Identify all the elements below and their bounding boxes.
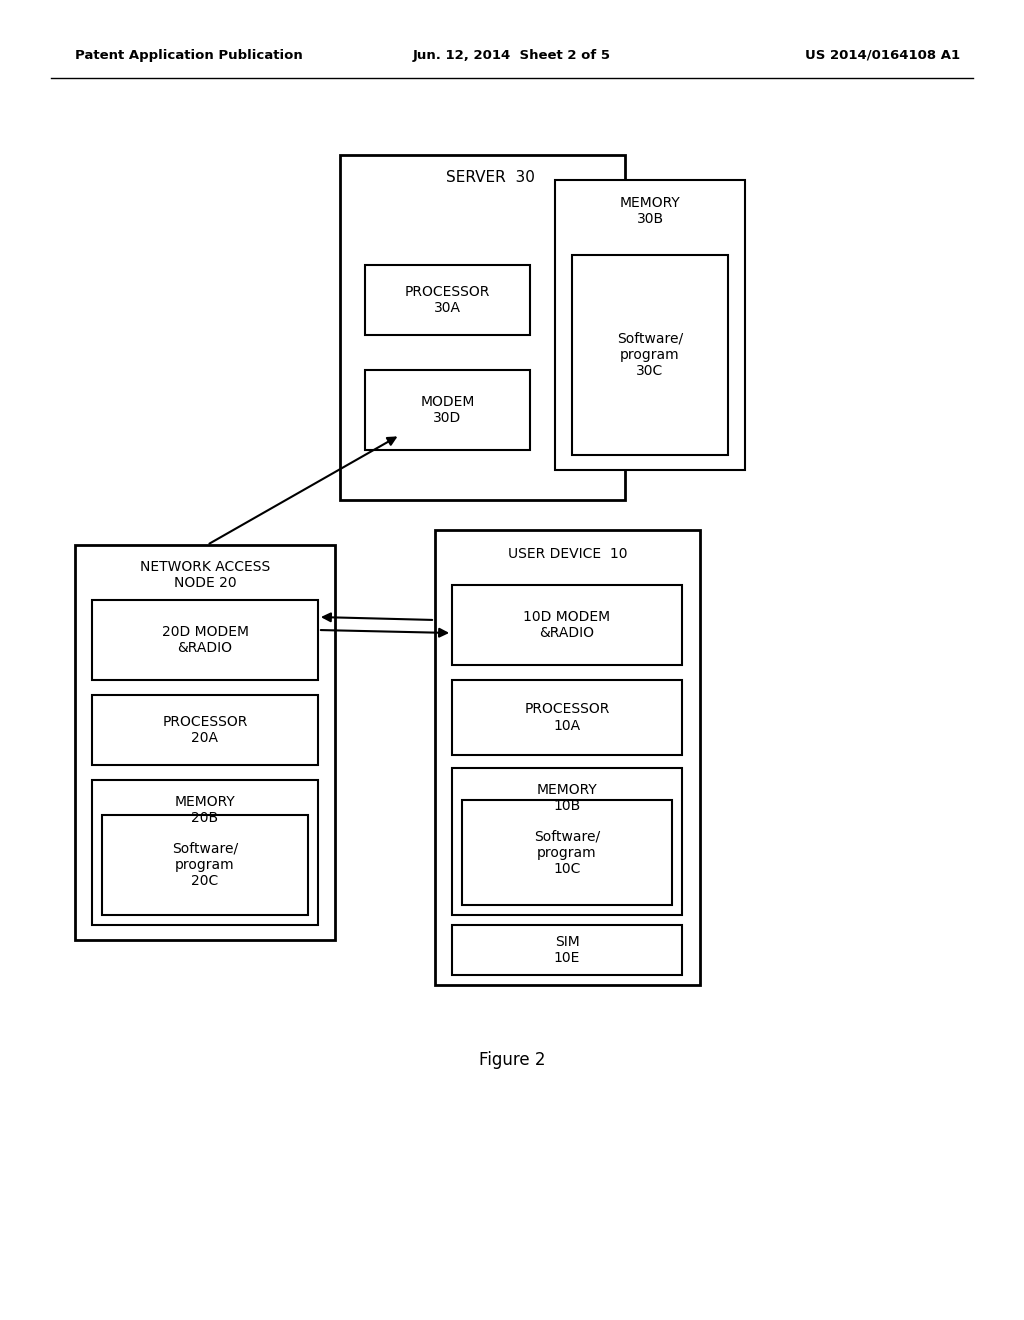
Text: Figure 2: Figure 2 (479, 1051, 545, 1069)
Bar (452, 680, 682, 755)
Bar (452, 585, 682, 665)
Text: PROCESSOR
30A: PROCESSOR 30A (404, 285, 490, 315)
Text: MODEM
30D: MODEM 30D (420, 395, 475, 425)
Text: Jun. 12, 2014  Sheet 2 of 5: Jun. 12, 2014 Sheet 2 of 5 (413, 49, 611, 62)
Bar (92, 601, 318, 680)
Text: Software/
program
30C: Software/ program 30C (616, 331, 683, 379)
Bar (75, 545, 335, 940)
Bar (365, 370, 530, 450)
Bar (92, 696, 318, 766)
Bar (462, 800, 672, 906)
Text: MEMORY
20B: MEMORY 20B (175, 795, 236, 825)
Text: MEMORY
30B: MEMORY 30B (620, 195, 680, 226)
Text: MEMORY
10B: MEMORY 10B (537, 783, 597, 813)
Bar (365, 265, 530, 335)
Text: Software/
program
10C: Software/ program 10C (534, 829, 600, 875)
Text: Patent Application Publication: Patent Application Publication (75, 49, 303, 62)
Text: SIM
10E: SIM 10E (554, 935, 581, 965)
Bar (452, 925, 682, 975)
Bar (435, 531, 700, 985)
Text: US 2014/0164108 A1: US 2014/0164108 A1 (805, 49, 961, 62)
Bar (452, 768, 682, 915)
Text: PROCESSOR
10A: PROCESSOR 10A (524, 702, 609, 733)
Text: 20D MODEM
&RADIO: 20D MODEM &RADIO (162, 624, 249, 655)
Text: Software/
program
20C: Software/ program 20C (172, 842, 238, 888)
Text: NETWORK ACCESS
NODE 20: NETWORK ACCESS NODE 20 (140, 560, 270, 590)
Text: SERVER  30: SERVER 30 (445, 170, 535, 185)
Bar (340, 154, 625, 500)
Bar (555, 180, 745, 470)
Text: 10D MODEM
&RADIO: 10D MODEM &RADIO (523, 610, 610, 640)
Bar (572, 255, 728, 455)
Text: USER DEVICE  10: USER DEVICE 10 (508, 546, 628, 561)
Bar (102, 814, 308, 915)
Text: PROCESSOR
20A: PROCESSOR 20A (163, 715, 248, 744)
Bar (92, 780, 318, 925)
